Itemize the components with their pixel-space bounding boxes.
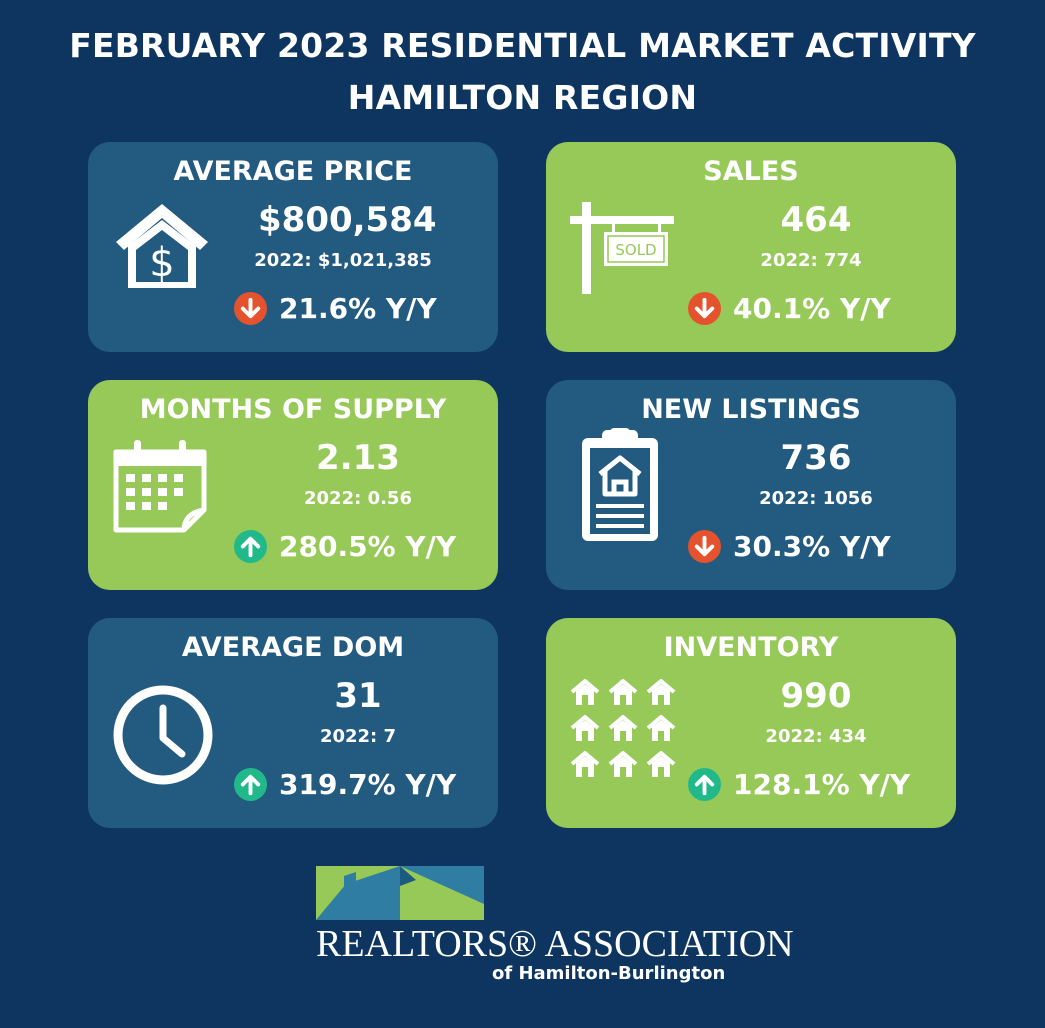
change-value: 319.7% Y/Y [279,768,457,801]
card-title: MONTHS OF SUPPLY [139,394,447,425]
arrow-down-icon [688,292,721,325]
new-listings-card: NEW LISTINGS 736 2022: 1056 30.3% Y/Y [546,380,956,590]
average-price-card: AVERAGE PRICE $ $800,584 2022: $1,021,38… [88,142,498,352]
clipboard-house-icon [580,428,660,547]
change-row: 21.6% Y/Y [234,292,437,325]
card-previous: 2022: 0.56 [304,488,412,509]
card-value: 990 [780,676,852,716]
clock-icon [110,682,216,792]
card-previous: 2022: 7 [319,726,397,747]
card-previous: 2022: 774 [760,250,862,271]
sales-card: SALES SOLD 464 2022: 774 40.1% Y/Y [546,142,956,352]
card-title: NEW LISTINGS [641,394,861,425]
card-value: 464 [780,200,852,240]
change-value: 40.1% Y/Y [733,292,891,325]
average-dom-card: AVERAGE DOM 31 2022: 7 319.7% Y/Y [88,618,498,828]
page-subtitle: HAMILTON REGION [347,78,698,117]
realtors-association-logo [316,866,736,986]
calendar-icon [110,438,210,537]
card-title: SALES [703,156,799,187]
change-row: 40.1% Y/Y [688,292,891,325]
svg-text:$: $ [149,240,174,286]
houses-grid-icon [570,678,680,786]
card-previous: 2022: 434 [765,726,867,747]
page-title: FEBRUARY 2023 RESIDENTIAL MARKET ACTIVIT… [69,26,976,65]
arrow-down-icon [688,530,721,563]
card-value: $800,584 [258,200,437,240]
arrow-up-icon [234,530,267,563]
change-row: 280.5% Y/Y [234,530,456,563]
logo-name: REALTORS® ASSOCIATION [316,923,794,965]
card-value: 736 [780,438,852,478]
months-of-supply-card: MONTHS OF SUPPLY 2.13 2022: 0.56 280.5% … [88,380,498,590]
change-value: 21.6% Y/Y [279,292,437,325]
sold-sign-text: SOLD [615,241,656,259]
card-value: 2.13 [316,438,400,478]
sold-sign-icon: SOLD [568,198,678,302]
card-value: 31 [334,676,382,716]
change-value: 30.3% Y/Y [733,530,891,563]
change-value: 128.1% Y/Y [733,768,911,801]
card-title: INVENTORY [663,632,839,663]
inventory-card: INVENTORY 990 2022: 434 128.1% Y/Y [546,618,956,828]
change-row: 30.3% Y/Y [688,530,891,563]
card-previous: 2022: 1056 [759,488,873,509]
change-row: 128.1% Y/Y [688,768,910,801]
arrow-down-icon [234,292,267,325]
arrow-up-icon [234,768,267,801]
change-value: 280.5% Y/Y [279,530,457,563]
house-dollar-icon: $ [112,200,212,294]
logo-subtitle: of Hamilton-Burlington [492,963,726,984]
arrow-up-icon [688,768,721,801]
card-title: AVERAGE PRICE [173,156,413,187]
change-row: 319.7% Y/Y [234,768,456,801]
card-previous: 2022: $1,021,385 [254,250,432,271]
card-title: AVERAGE DOM [181,632,405,663]
